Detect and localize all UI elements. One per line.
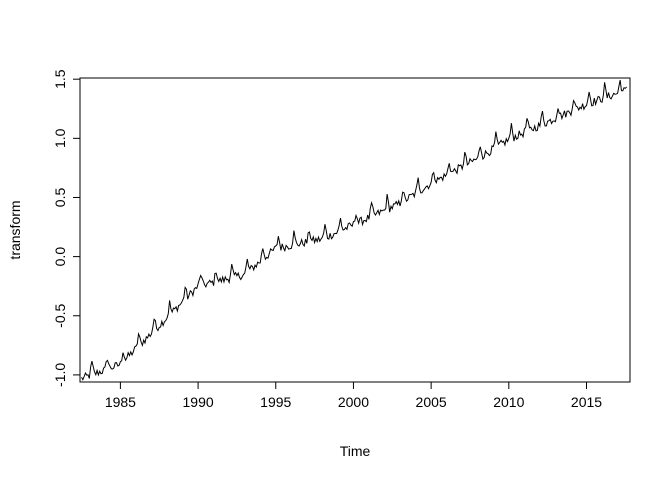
y-axis: -1.0 -0.5 0.0 0.5 1.0 1.5 [52,69,81,387]
y-tick-label: -0.5 [52,303,68,327]
x-axis: 1985 1990 1995 2000 2005 2010 2015 [105,381,602,410]
y-axis-label: transform [7,200,23,259]
x-tick-label: 2015 [571,394,602,410]
y-tick-label: 1.0 [52,128,68,148]
x-tick-label: 2010 [493,394,524,410]
series-line-transform [81,79,627,381]
y-tick-label: 1.5 [52,69,68,89]
y-tick-label: 0.5 [52,188,68,208]
y-tick-label: 0.0 [52,247,68,267]
x-tick-label: 1995 [260,394,291,410]
x-tick-label: 2005 [416,394,447,410]
x-tick-label: 1990 [183,394,214,410]
x-axis-label: Time [340,443,371,459]
x-tick-label: 1985 [105,394,136,410]
y-tick-label: -1.0 [52,363,68,387]
x-tick-label: 2000 [338,394,369,410]
